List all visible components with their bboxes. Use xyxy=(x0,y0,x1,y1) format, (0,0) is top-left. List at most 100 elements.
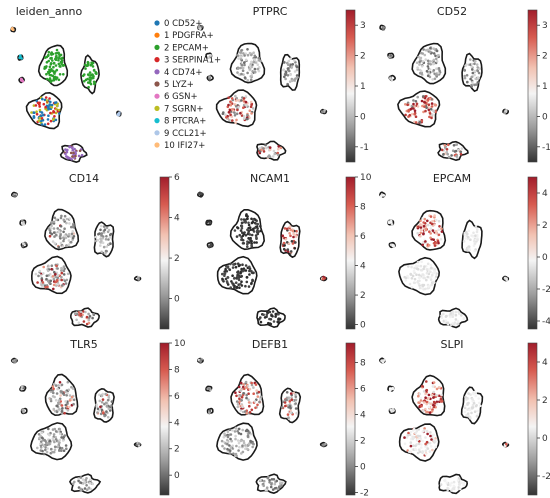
panel-defb1-cell-point xyxy=(237,441,241,445)
panel-ncam1-cell-point xyxy=(241,231,244,234)
panel-tlr5-cell-point xyxy=(77,479,80,483)
panel-slpi-cell-point xyxy=(424,436,427,439)
panel-tlr5-cell-point xyxy=(60,446,64,450)
panel-defb1-cell-point xyxy=(262,479,266,483)
panel-ptprc-cell-point xyxy=(246,79,250,82)
panel-epcam-cell-point xyxy=(457,322,460,326)
panel-cd14-title: CD14 xyxy=(69,172,99,185)
panel-epcam-cell-point xyxy=(454,313,458,317)
panel-tlr5-cell-point xyxy=(57,401,60,405)
panel-tlr5-cell-point xyxy=(63,411,66,415)
panel-cd14-cell-point xyxy=(53,242,57,245)
panel-leiden-anno-cell-point xyxy=(40,123,44,126)
panel-leiden-anno-cell-point xyxy=(55,104,59,108)
panel-tlr5-cell-point xyxy=(73,480,76,484)
panel-defb1-cell-point xyxy=(231,429,234,432)
panel-defb1-cell-point xyxy=(276,487,280,491)
panel-ptprc-title: PTPRC xyxy=(253,5,288,18)
panel-ptprc-cell-point xyxy=(256,63,260,66)
panel-ncam1-cell-point xyxy=(240,284,244,287)
panel-ptprc-cell-point xyxy=(252,60,256,64)
panel-slpi-cell-point xyxy=(432,396,435,399)
panel-defb1-cell-point xyxy=(283,401,287,404)
panel-ptprc-cell-point xyxy=(244,58,248,62)
panel-cd52-cell-point xyxy=(432,47,436,50)
panel-epcam-cell-point xyxy=(453,323,456,326)
panel-cd52-cell-point xyxy=(382,26,386,29)
panel-cd14-cell-point xyxy=(52,220,56,224)
panel-ptprc-cluster-outline xyxy=(279,53,301,91)
panel-tlr5-cell-point xyxy=(42,444,46,448)
panel-ptprc-cell-point xyxy=(277,145,281,148)
panel-tlr5-cell-point xyxy=(51,450,54,454)
panel-ptprc-cell-point xyxy=(250,75,254,78)
panel-epcam-cell-point xyxy=(449,312,453,315)
panel-epcam-cell-point xyxy=(406,274,409,278)
panel-cd52-cell-point xyxy=(470,75,474,79)
panel-epcam-cell-point xyxy=(474,234,477,237)
panel-ptprc-cell-point xyxy=(323,109,326,112)
panel-slpi-cell-point xyxy=(432,390,436,394)
panel-defb1-cell-point xyxy=(226,447,229,451)
panel-epcam-cell-point xyxy=(442,319,446,323)
panel-cd52-cell-point xyxy=(412,107,415,110)
panel-cd52-cell-point xyxy=(416,95,420,99)
panel-cd14-cell-point xyxy=(69,240,73,244)
panel-ncam1-cell-point xyxy=(230,280,233,283)
panel-leiden-anno-cell-point xyxy=(92,80,96,84)
panel-cd14-cell-point xyxy=(62,265,66,268)
panel-cd52-cell-point xyxy=(447,155,451,159)
panel-ptprc-cell-point xyxy=(236,67,240,70)
panel-ncam1-cell-point xyxy=(247,221,250,225)
panel-tlr5-cell-point xyxy=(64,444,68,447)
panel-defb1-cell-point xyxy=(240,396,244,399)
panel-tlr5-cell-point xyxy=(60,410,64,413)
panel-ncam1-cell-point xyxy=(286,248,290,251)
panel-ptprc-colorbar xyxy=(345,9,356,163)
panel-defb1-cell-point xyxy=(245,386,248,389)
panel-ptprc-cell-point xyxy=(256,67,260,71)
panel-slpi-cell-point xyxy=(420,443,423,446)
panel-slpi-cell-point xyxy=(424,442,427,446)
panel-cd52-cell-point xyxy=(463,68,466,72)
panel-ptprc-cell-point xyxy=(235,53,239,57)
panel-slpi-cell-point xyxy=(422,401,426,404)
panel-tlr5-cell-point xyxy=(77,477,80,480)
panel-defb1-colorbar-tick-label: -2 xyxy=(360,488,369,498)
panel-ptprc-cell-point xyxy=(230,97,234,100)
panel-ptprc-cell-point xyxy=(244,95,248,98)
panel-ptprc-cell-point xyxy=(293,59,296,62)
panel-ncam1-cell-point xyxy=(246,245,249,248)
panel-cd52-cell-point xyxy=(422,48,425,51)
panel-epcam-cell-point xyxy=(425,268,429,271)
panel-leiden-anno-cluster-outline xyxy=(25,91,63,130)
panel-cd14-cell-point xyxy=(92,312,95,316)
panel-ncam1-cell-point xyxy=(236,226,240,230)
panel-cd14-cell-point xyxy=(66,272,70,276)
panel-epcam-cell-point xyxy=(460,314,463,317)
panel-slpi-cell-point xyxy=(434,445,438,449)
panel-defb1-cell-point xyxy=(271,488,275,491)
panel-cd52-cell-point xyxy=(469,58,472,61)
panel-cd52-cell-point xyxy=(474,60,477,63)
panel-slpi-cell-point xyxy=(440,393,443,397)
panel-epcam-cell-point xyxy=(421,283,424,287)
panel-tlr5-cell-point xyxy=(55,392,59,395)
panel-slpi-cluster-sm2 xyxy=(387,385,395,392)
panel-defb1-cell-point xyxy=(235,400,239,403)
panel-defb1-cell-point xyxy=(238,400,242,403)
panel-epcam-cell-point xyxy=(428,230,431,233)
panel-ptprc-cell-point xyxy=(229,100,232,103)
panel-ptprc-cell-point xyxy=(235,96,238,100)
panel-leiden-anno-title: leiden_anno xyxy=(16,5,83,18)
panel-leiden-anno-cell-point xyxy=(20,79,23,82)
panel-ncam1-cell-point xyxy=(257,317,261,321)
panel-tlr5-cell-point xyxy=(64,403,68,407)
panel-tlr5-cell-point xyxy=(106,415,110,419)
panel-defb1-cell-point xyxy=(231,444,234,448)
panel-tlr5-cell-point xyxy=(79,476,83,479)
panel-cd52-cell-point xyxy=(455,143,459,146)
panel-ncam1-colorbar-tick-label: 8 xyxy=(360,203,366,213)
panel-epcam-cell-point xyxy=(404,279,408,282)
panel-ptprc-cell-point xyxy=(290,65,294,68)
